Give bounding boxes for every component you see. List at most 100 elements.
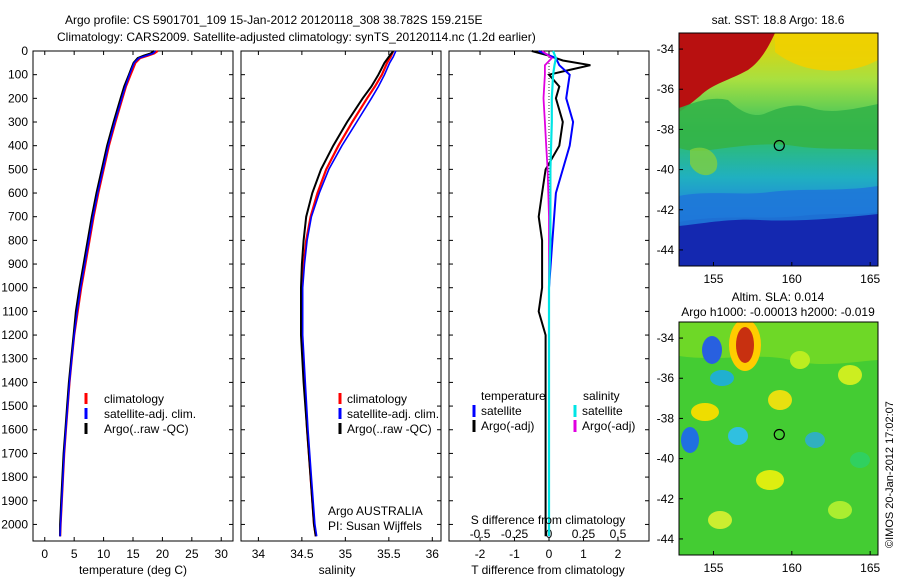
imos-credit: ©IMOS 20-Jan-2012 17:02:07	[884, 401, 896, 548]
map-y-tick-label: -34	[657, 42, 675, 56]
depth-tick-label: 900	[8, 257, 28, 271]
temperature-x-tick-label: 25	[185, 547, 199, 561]
legend-label-climatology: climatology	[104, 392, 164, 406]
salinity-x-axis: 34 34.5 35 35.5 36	[252, 51, 439, 561]
s-difference-x-tick-label: -0.5	[470, 527, 491, 541]
salinity-series	[300, 50, 397, 537]
depth-tick-label: 1200	[1, 328, 28, 342]
temperature-x-axis: 0 5 10 15 20 25 30	[41, 51, 228, 561]
temperature-satellite-line	[59, 50, 156, 537]
depth-tick-label: 1900	[1, 494, 28, 508]
s-diff-satellite-line	[547, 50, 558, 537]
map-x-tick-label: 155	[703, 272, 723, 286]
depth-tick-label: 1300	[1, 352, 28, 366]
salinity-panel	[240, 50, 442, 542]
salinity-x-tick-label: 34.5	[290, 547, 314, 561]
map-x-tick-label: 165	[860, 561, 880, 575]
map-y-tick-label: -40	[657, 452, 675, 466]
map-x-tick-label: 165	[860, 272, 880, 286]
depth-tick-label: 0	[21, 44, 28, 58]
depth-tick-label: 2000	[1, 517, 28, 531]
difference-legend: temperature satellite Argo(-adj) salinit…	[472, 389, 635, 433]
sla-map-axes: 155 160 165 -34 -36 -38 -40 -42 -44	[657, 331, 881, 575]
salinity-x-tick-label: 35.5	[377, 547, 401, 561]
temperature-x-tick-label: 10	[97, 547, 111, 561]
depth-tick-label: 300	[8, 115, 28, 129]
salinity-climatology-line	[300, 50, 395, 537]
depth-tick-label: 500	[8, 162, 28, 176]
map-y-tick-label: -36	[657, 82, 675, 96]
depth-tick-label: 1700	[1, 446, 28, 460]
map-y-tick-label: -38	[657, 411, 675, 425]
argo-program-label: Argo AUSTRALIA	[328, 504, 423, 518]
depth-tick-label: 600	[8, 186, 28, 200]
legend-title-temperature: temperature	[481, 389, 546, 403]
s-difference-x-tick-label: 0.25	[572, 527, 596, 541]
header-line-2: Climatology: CARS2009. Satellite-adjuste…	[57, 30, 536, 44]
depth-tick-label: 1100	[2, 304, 28, 318]
map-y-tick-label: -40	[657, 163, 675, 177]
temperature-x-tick-label: 5	[71, 547, 78, 561]
header-line-1: Argo profile: CS 5901701_109 15-Jan-2012…	[65, 13, 482, 27]
legend-label-satellite: satellite-adj. clim.	[104, 407, 196, 421]
sla-map-title: Altim. SLA: 0.014	[732, 290, 825, 304]
map-y-tick-label: -36	[657, 371, 675, 385]
temperature-x-tick-label: 30	[215, 547, 229, 561]
map-y-tick-label: -38	[657, 122, 675, 136]
depth-tick-label: 100	[8, 68, 28, 82]
map-x-tick-label: 160	[782, 561, 802, 575]
legend-label-climatology: climatology	[347, 392, 407, 406]
salinity-xlabel: salinity	[319, 563, 356, 577]
temperature-x-tick-label: 15	[126, 547, 140, 561]
depth-axis: 0 100 200 300 400 500 600 700 800 900 1000 1100 1200…	[1, 44, 649, 531]
depth-tick-label: 800	[8, 233, 28, 247]
argo-location-marker	[773, 428, 785, 441]
argo-pi-label: PI: Susan Wijffels	[328, 519, 422, 533]
map-y-tick-label: -42	[657, 203, 675, 217]
depth-tick-label: 700	[8, 210, 28, 224]
depth-tick-label: 1000	[1, 281, 28, 295]
legend-label-argo: Argo(..raw -QC)	[104, 422, 189, 436]
s-difference-xlabel: S difference from climatology	[471, 513, 626, 527]
t-difference-x-tick-label: 2	[615, 547, 622, 561]
s-difference-x-tick-label: 0.5	[610, 527, 627, 541]
s-diff-argo-line	[541, 50, 554, 537]
temperature-xlabel: temperature (deg C)	[79, 563, 187, 577]
t-difference-xlabel: T difference from climatology	[471, 563, 625, 577]
depth-tick-label: 400	[8, 139, 28, 153]
salinity-satellite-line	[301, 50, 397, 537]
salinity-legend: climatology satellite-adj. clim. Argo(..…	[338, 392, 439, 436]
map-x-tick-label: 160	[782, 272, 802, 286]
depth-tick-label: 1800	[1, 470, 28, 484]
depth-tick-label: 1500	[1, 399, 28, 413]
sst-map-axes: 155 160 165 -34 -36 -38 -40 -42 -44	[657, 42, 881, 286]
sla-map-field	[679, 322, 878, 555]
salinity-x-tick-label: 34	[252, 547, 266, 561]
map-x-tick-label: 155	[703, 561, 723, 575]
t-diff-satellite-line	[538, 50, 575, 537]
t-difference-x-tick-label: -2	[475, 547, 486, 561]
legend-label-argo: Argo(..raw -QC)	[347, 422, 432, 436]
temperature-argo-line	[59, 50, 155, 537]
argo-location-marker	[773, 139, 785, 152]
salinity-x-tick-label: 35	[339, 547, 353, 561]
map-y-tick-label: -44	[657, 243, 675, 257]
legend-label-s-argo: Argo(-adj)	[582, 419, 635, 433]
legend-label-t-satellite: satellite	[481, 404, 522, 418]
sst-map-frame	[678, 32, 879, 267]
s-difference-x-tick-label: -0.25	[501, 527, 529, 541]
temperature-series	[59, 50, 159, 537]
temperature-legend: climatology satellite-adj. clim. Argo(..…	[84, 392, 196, 436]
depth-tick-label: 1400	[1, 375, 28, 389]
legend-title-salinity: salinity	[583, 389, 620, 403]
legend-label-s-satellite: satellite	[582, 404, 623, 418]
t-diff-argo-line	[531, 50, 591, 537]
map-y-tick-label: -34	[657, 331, 675, 345]
temperature-x-tick-label: 20	[156, 547, 170, 561]
sla-map-frame	[678, 321, 879, 556]
salinity-argo-line	[300, 50, 395, 537]
map-y-tick-label: -44	[657, 532, 675, 546]
sst-map-title: sat. SST: 18.8 Argo: 18.6	[712, 13, 845, 27]
difference-x-axis: -2 -1 0 1 2-0.5 -0.25 0 0.25 0.5	[470, 51, 627, 561]
